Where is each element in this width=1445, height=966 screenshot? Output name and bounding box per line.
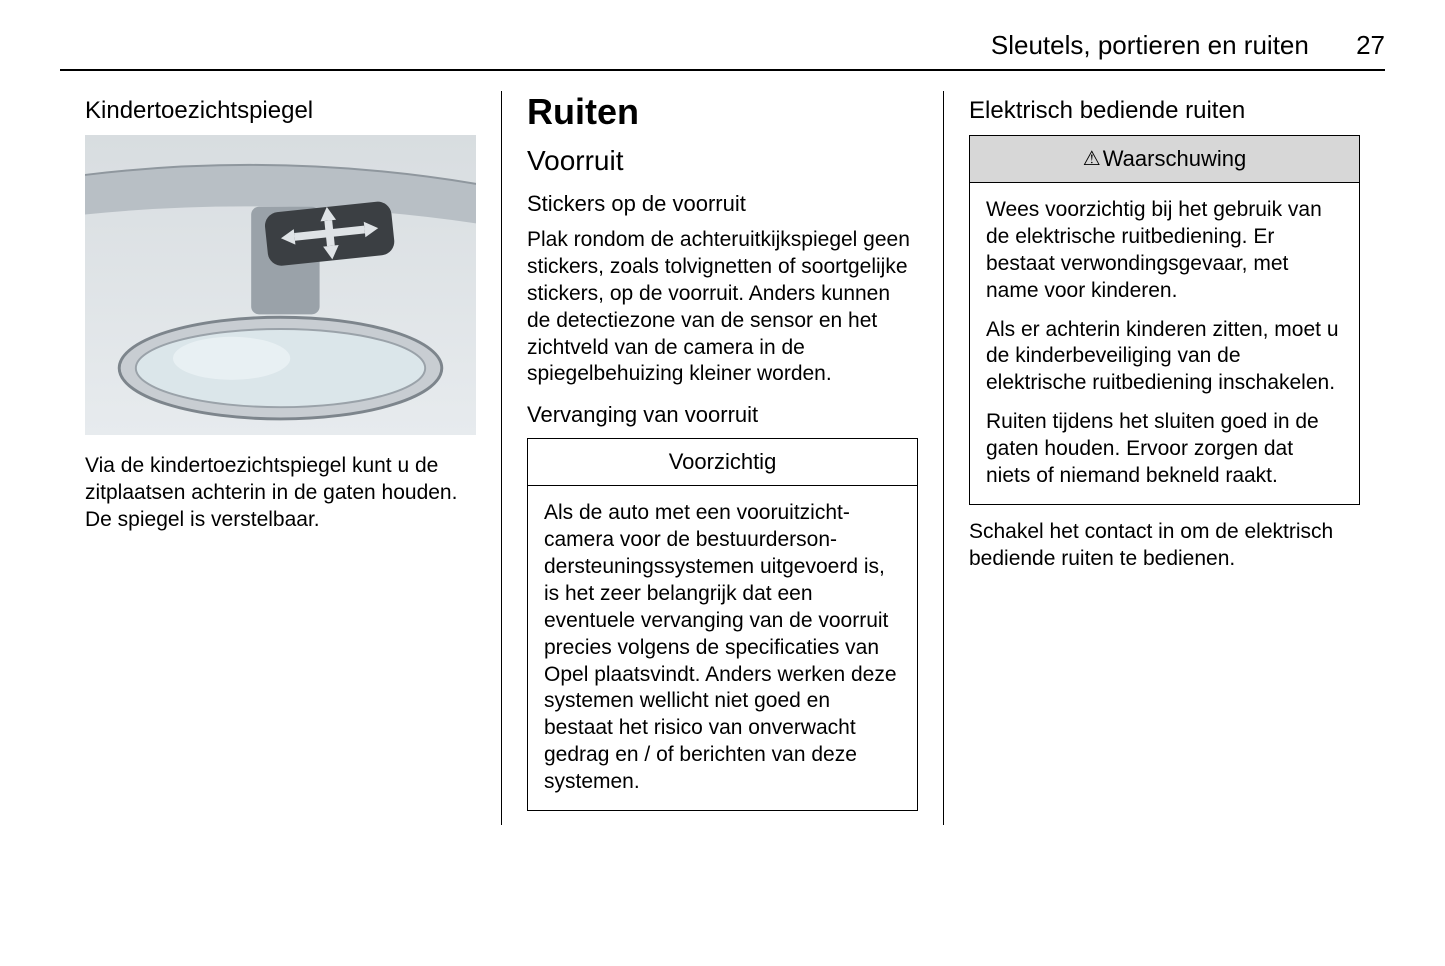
warning-p2: Als er achterin kinderen zitten, moet u … bbox=[986, 317, 1343, 398]
col3-after: Schakel het contact in om de elek­trisch… bbox=[969, 519, 1360, 573]
col2-topic2-title: Vervanging van voorruit bbox=[527, 402, 918, 428]
warning-body: Wees voorzichtig bij het gebruik van de … bbox=[970, 183, 1359, 504]
col1-caption: Via de kindertoezichtspiegel kunt u de z… bbox=[85, 453, 476, 534]
col2-section: Ruiten bbox=[527, 91, 918, 133]
column-3: Elektrisch bediende ruiten ⚠Waarschuwing… bbox=[944, 91, 1385, 825]
col1-heading: Kindertoezichtspiegel bbox=[85, 97, 476, 125]
col2-topic1-title: Stickers op de voorruit bbox=[527, 191, 918, 217]
page-header: Sleutels, portieren en ruiten 27 bbox=[60, 30, 1385, 71]
page-number: 27 bbox=[1356, 30, 1385, 60]
content-columns: Kindertoezichtspiegel bbox=[60, 91, 1385, 825]
col2-topic1-body: Plak rondom de achteruitkijkspiegel geen… bbox=[527, 227, 918, 388]
warning-p1: Wees voorzichtig bij het gebruik van de … bbox=[986, 197, 1343, 305]
warning-triangle-icon: ⚠ bbox=[1083, 148, 1101, 170]
column-2: Ruiten Voorruit Stickers op de voorruit … bbox=[501, 91, 944, 825]
col2-subsection: Voorruit bbox=[527, 145, 918, 177]
mirror-illustration-icon bbox=[85, 135, 476, 435]
col3-heading: Elektrisch bediende ruiten bbox=[969, 97, 1360, 125]
caution-box: Voorzichtig Als de auto met een vooruitz… bbox=[527, 438, 918, 811]
caution-text: Als de auto met een vooruitzicht­camera … bbox=[544, 500, 901, 796]
warning-title: Waarschuwing bbox=[1103, 146, 1246, 171]
warning-p3: Ruiten tijdens het sluiten goed in de ga… bbox=[986, 409, 1343, 490]
chapter-title: Sleutels, portieren en ruiten bbox=[991, 30, 1309, 60]
caution-body: Als de auto met een vooruitzicht­camera … bbox=[528, 486, 917, 810]
column-1: Kindertoezichtspiegel bbox=[60, 91, 501, 825]
caution-title: Voorzichtig bbox=[528, 439, 917, 486]
mirror-figure bbox=[85, 135, 476, 435]
warning-box: ⚠Waarschuwing Wees voorzichtig bij het g… bbox=[969, 135, 1360, 505]
warning-title-row: ⚠Waarschuwing bbox=[970, 136, 1359, 183]
